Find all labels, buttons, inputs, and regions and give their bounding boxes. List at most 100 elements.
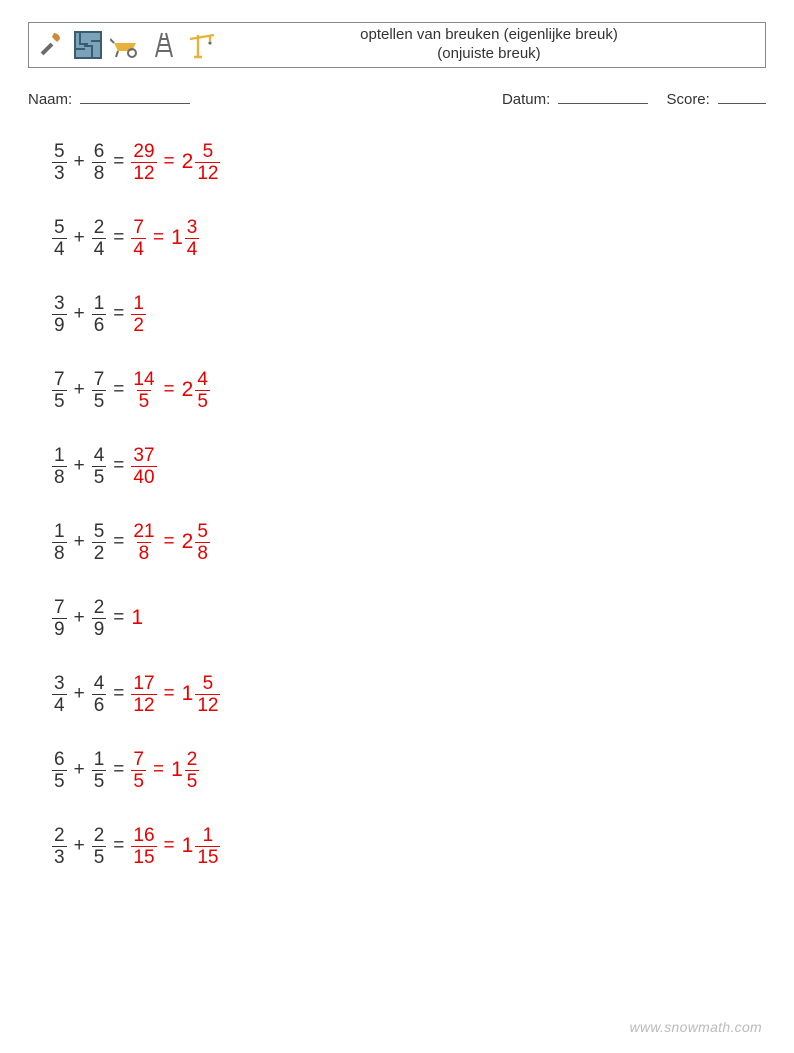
fraction: 12 — [131, 294, 146, 335]
fraction: 25 — [92, 826, 107, 867]
fraction: 512 — [195, 674, 220, 715]
answer: 1712=1512 — [131, 674, 220, 715]
fraction: 29 — [92, 598, 107, 639]
plus-sign: + — [67, 835, 92, 857]
title-line-1: optellen van breuken (eigenlijke breuk) — [360, 26, 618, 45]
problem-row: 79+29=1 — [52, 594, 766, 642]
title-line-2: (onjuiste breuk) — [437, 45, 540, 64]
fraction: 54 — [52, 218, 67, 259]
problems-list: 53+68=2912=251254+24=74=13439+16=1275+75… — [28, 138, 766, 870]
fraction: 18 — [52, 446, 67, 487]
fraction: 65 — [52, 750, 67, 791]
equals-sign: = — [146, 759, 171, 781]
problem-row: 65+15=75=125 — [52, 746, 766, 794]
fraction: 145 — [131, 370, 156, 411]
problem-row: 54+24=74=134 — [52, 214, 766, 262]
equals-sign: = — [106, 227, 131, 249]
date-label: Datum: — [502, 91, 550, 108]
mixed-number: 2512 — [182, 142, 221, 183]
equals-sign: = — [157, 835, 182, 857]
mixed-number: 1115 — [182, 826, 221, 867]
answer: 75=125 — [131, 750, 199, 791]
fraction: 75 — [131, 750, 146, 791]
mixed-number: 125 — [171, 750, 199, 791]
mixed-number: 258 — [182, 522, 210, 563]
plus-sign: + — [67, 379, 92, 401]
fraction: 39 — [52, 294, 67, 335]
problem-row: 18+52=218=258 — [52, 518, 766, 566]
score-label: Score: — [666, 91, 709, 108]
equals-sign: = — [106, 607, 131, 629]
fraction: 1615 — [131, 826, 156, 867]
answer: 1 — [131, 606, 143, 630]
answer: 12 — [131, 294, 146, 335]
equals-sign: = — [106, 683, 131, 705]
equals-sign: = — [106, 531, 131, 553]
fraction: 18 — [52, 522, 67, 563]
fraction: 53 — [52, 142, 67, 183]
plus-sign: + — [67, 303, 92, 325]
fraction: 16 — [92, 294, 107, 335]
worksheet-title: optellen van breuken (eigenlijke breuk) … — [219, 23, 765, 67]
equals-sign: = — [146, 227, 171, 249]
fraction: 46 — [92, 674, 107, 715]
problem-row: 18+45=3740 — [52, 442, 766, 490]
plus-sign: + — [67, 759, 92, 781]
equals-sign: = — [106, 759, 131, 781]
fraction: 79 — [52, 598, 67, 639]
fraction: 68 — [92, 142, 107, 183]
score-blank[interactable] — [718, 90, 766, 104]
fraction: 25 — [185, 750, 200, 791]
fraction: 3740 — [131, 446, 156, 487]
mixed-number: 134 — [171, 218, 199, 259]
equals-sign: = — [157, 379, 182, 401]
problem-row: 53+68=2912=2512 — [52, 138, 766, 186]
crane-icon — [185, 28, 219, 62]
equals-sign: = — [106, 455, 131, 477]
answer: 1615=1115 — [131, 826, 220, 867]
equals-sign: = — [157, 531, 182, 553]
plus-sign: + — [67, 227, 92, 249]
fraction: 58 — [195, 522, 210, 563]
answer: 3740 — [131, 446, 156, 487]
answer: 2912=2512 — [131, 142, 220, 183]
wheelbarrow-icon — [109, 28, 143, 62]
equals-sign: = — [157, 151, 182, 173]
plus-sign: + — [67, 455, 92, 477]
plus-sign: + — [67, 531, 92, 553]
answer-whole: 1 — [131, 606, 143, 630]
fraction: 218 — [131, 522, 156, 563]
problem-row: 34+46=1712=1512 — [52, 670, 766, 718]
fraction: 24 — [92, 218, 107, 259]
name-blank[interactable] — [80, 90, 190, 104]
mixed-number: 245 — [182, 370, 210, 411]
ladder-icon — [147, 28, 181, 62]
header-icons — [29, 23, 219, 67]
meta-row: Naam: Datum: Score: — [28, 90, 766, 108]
fraction: 45 — [195, 370, 210, 411]
fraction: 75 — [52, 370, 67, 411]
equals-sign: = — [106, 303, 131, 325]
fraction: 75 — [92, 370, 107, 411]
problem-row: 23+25=1615=1115 — [52, 822, 766, 870]
mixed-number: 1512 — [182, 674, 221, 715]
equals-sign: = — [106, 835, 131, 857]
name-label: Naam: — [28, 91, 72, 108]
fraction: 15 — [92, 750, 107, 791]
answer: 218=258 — [131, 522, 210, 563]
worksheet-header: optellen van breuken (eigenlijke breuk) … — [28, 22, 766, 68]
footer-watermark: www.snowmath.com — [630, 1019, 762, 1035]
plus-sign: + — [67, 607, 92, 629]
fraction: 115 — [195, 826, 220, 867]
equals-sign: = — [106, 379, 131, 401]
answer: 145=245 — [131, 370, 210, 411]
fraction: 45 — [92, 446, 107, 487]
wrench-icon — [33, 28, 67, 62]
plus-sign: + — [67, 683, 92, 705]
plus-sign: + — [67, 151, 92, 173]
date-blank[interactable] — [558, 90, 648, 104]
equals-sign: = — [106, 151, 131, 173]
fraction: 512 — [195, 142, 220, 183]
answer: 74=134 — [131, 218, 199, 259]
fraction: 2912 — [131, 142, 156, 183]
